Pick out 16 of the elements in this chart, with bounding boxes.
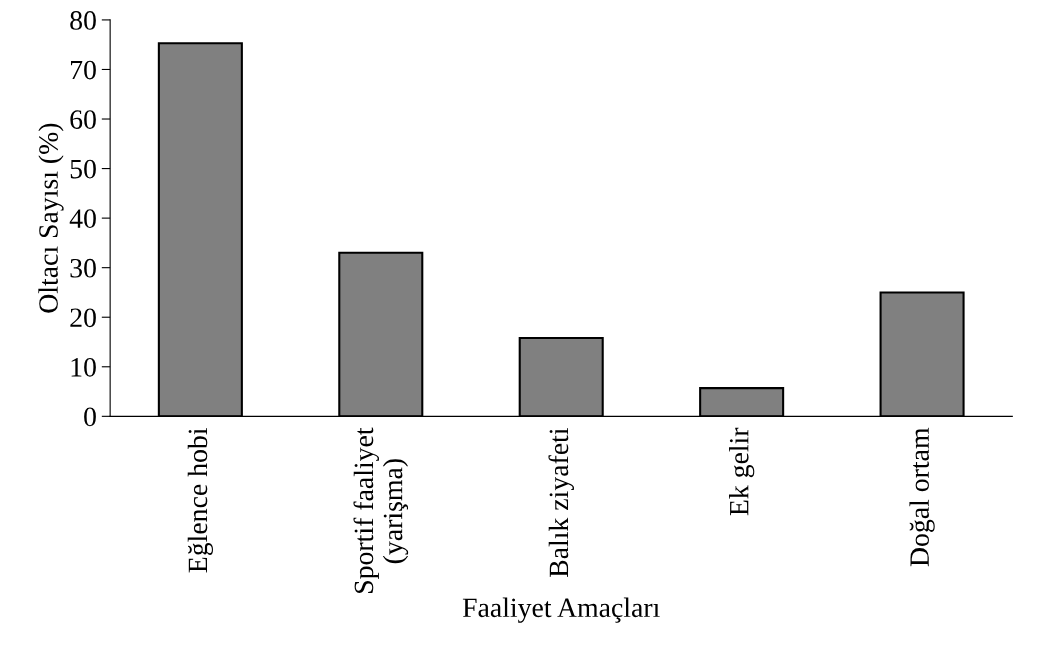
x-tick-label: Ek gelir	[729, 427, 755, 516]
y-tick-label: 10	[71, 357, 96, 377]
y-tick-label: 60	[70, 110, 96, 129]
y-tick-label: 40	[69, 209, 96, 229]
y-tick-label: 0	[84, 407, 96, 427]
x-tick-label: Doğal ortam	[909, 427, 935, 567]
x-axis-title: Faaliyet Amaçları	[462, 597, 660, 623]
x-tick-label: Balık ziyafeti	[548, 427, 574, 578]
y-tick-label: 50	[70, 159, 96, 179]
y-tick-label: 70	[71, 60, 96, 80]
y-tick-label: 30	[70, 258, 96, 278]
x-tick-label: Eğlence hobi	[187, 427, 213, 573]
y-tick-label: 20	[70, 308, 96, 328]
y-axis-title: Oltacı Sayısı (%)	[38, 123, 64, 313]
y-tick-label: 80	[70, 11, 96, 30]
x-tick-label: Sportif faaliyet (yarişma)	[353, 427, 409, 593]
